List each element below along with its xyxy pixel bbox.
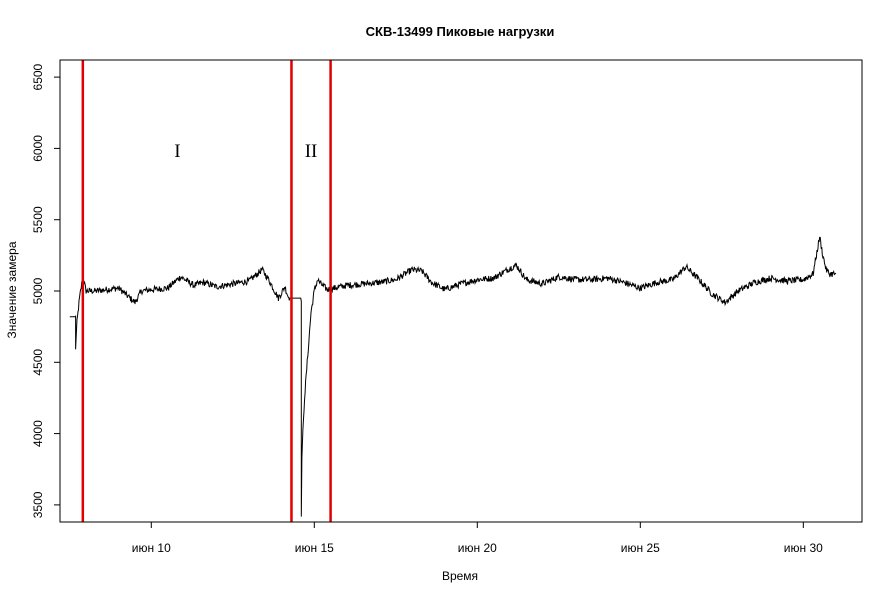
region-label-1: I — [174, 141, 180, 162]
y-tick-label-4: 5000 — [31, 277, 45, 304]
x-tick-label-5: июн 30 — [784, 541, 823, 555]
y-tick-label-2: 4000 — [31, 420, 45, 447]
region-label-2: II — [305, 141, 318, 162]
y-tick-label-3: 4500 — [31, 349, 45, 376]
annotations: I II — [174, 141, 317, 162]
chart-title: СКВ-13499 Пиковые нагрузки — [366, 24, 555, 39]
vertical-lines — [81, 60, 332, 522]
y-axis-label: Значение замера — [5, 241, 19, 338]
y-tick-label-5: 5500 — [31, 206, 45, 233]
x-axis-label: Время — [442, 569, 478, 583]
plot-area: I II — [69, 60, 837, 522]
x-tick-label-1: июн 10 — [132, 541, 171, 555]
plot-box — [59, 59, 863, 523]
x-axis: июн 10 июн 15 июн 20 июн 25 июн 30 — [132, 522, 823, 555]
y-tick-label-7: 6500 — [31, 63, 45, 90]
y-tick-label-1: 3500 — [31, 491, 45, 518]
y-axis: 3500 4000 4500 5000 5500 6000 6500 — [31, 63, 60, 518]
x-tick-label-2: июн 15 — [295, 541, 334, 555]
x-tick-label-4: июн 25 — [621, 541, 660, 555]
y-tick-label-6: 6000 — [31, 135, 45, 162]
series-line — [69, 236, 837, 517]
x-tick-label-3: июн 20 — [458, 541, 497, 555]
